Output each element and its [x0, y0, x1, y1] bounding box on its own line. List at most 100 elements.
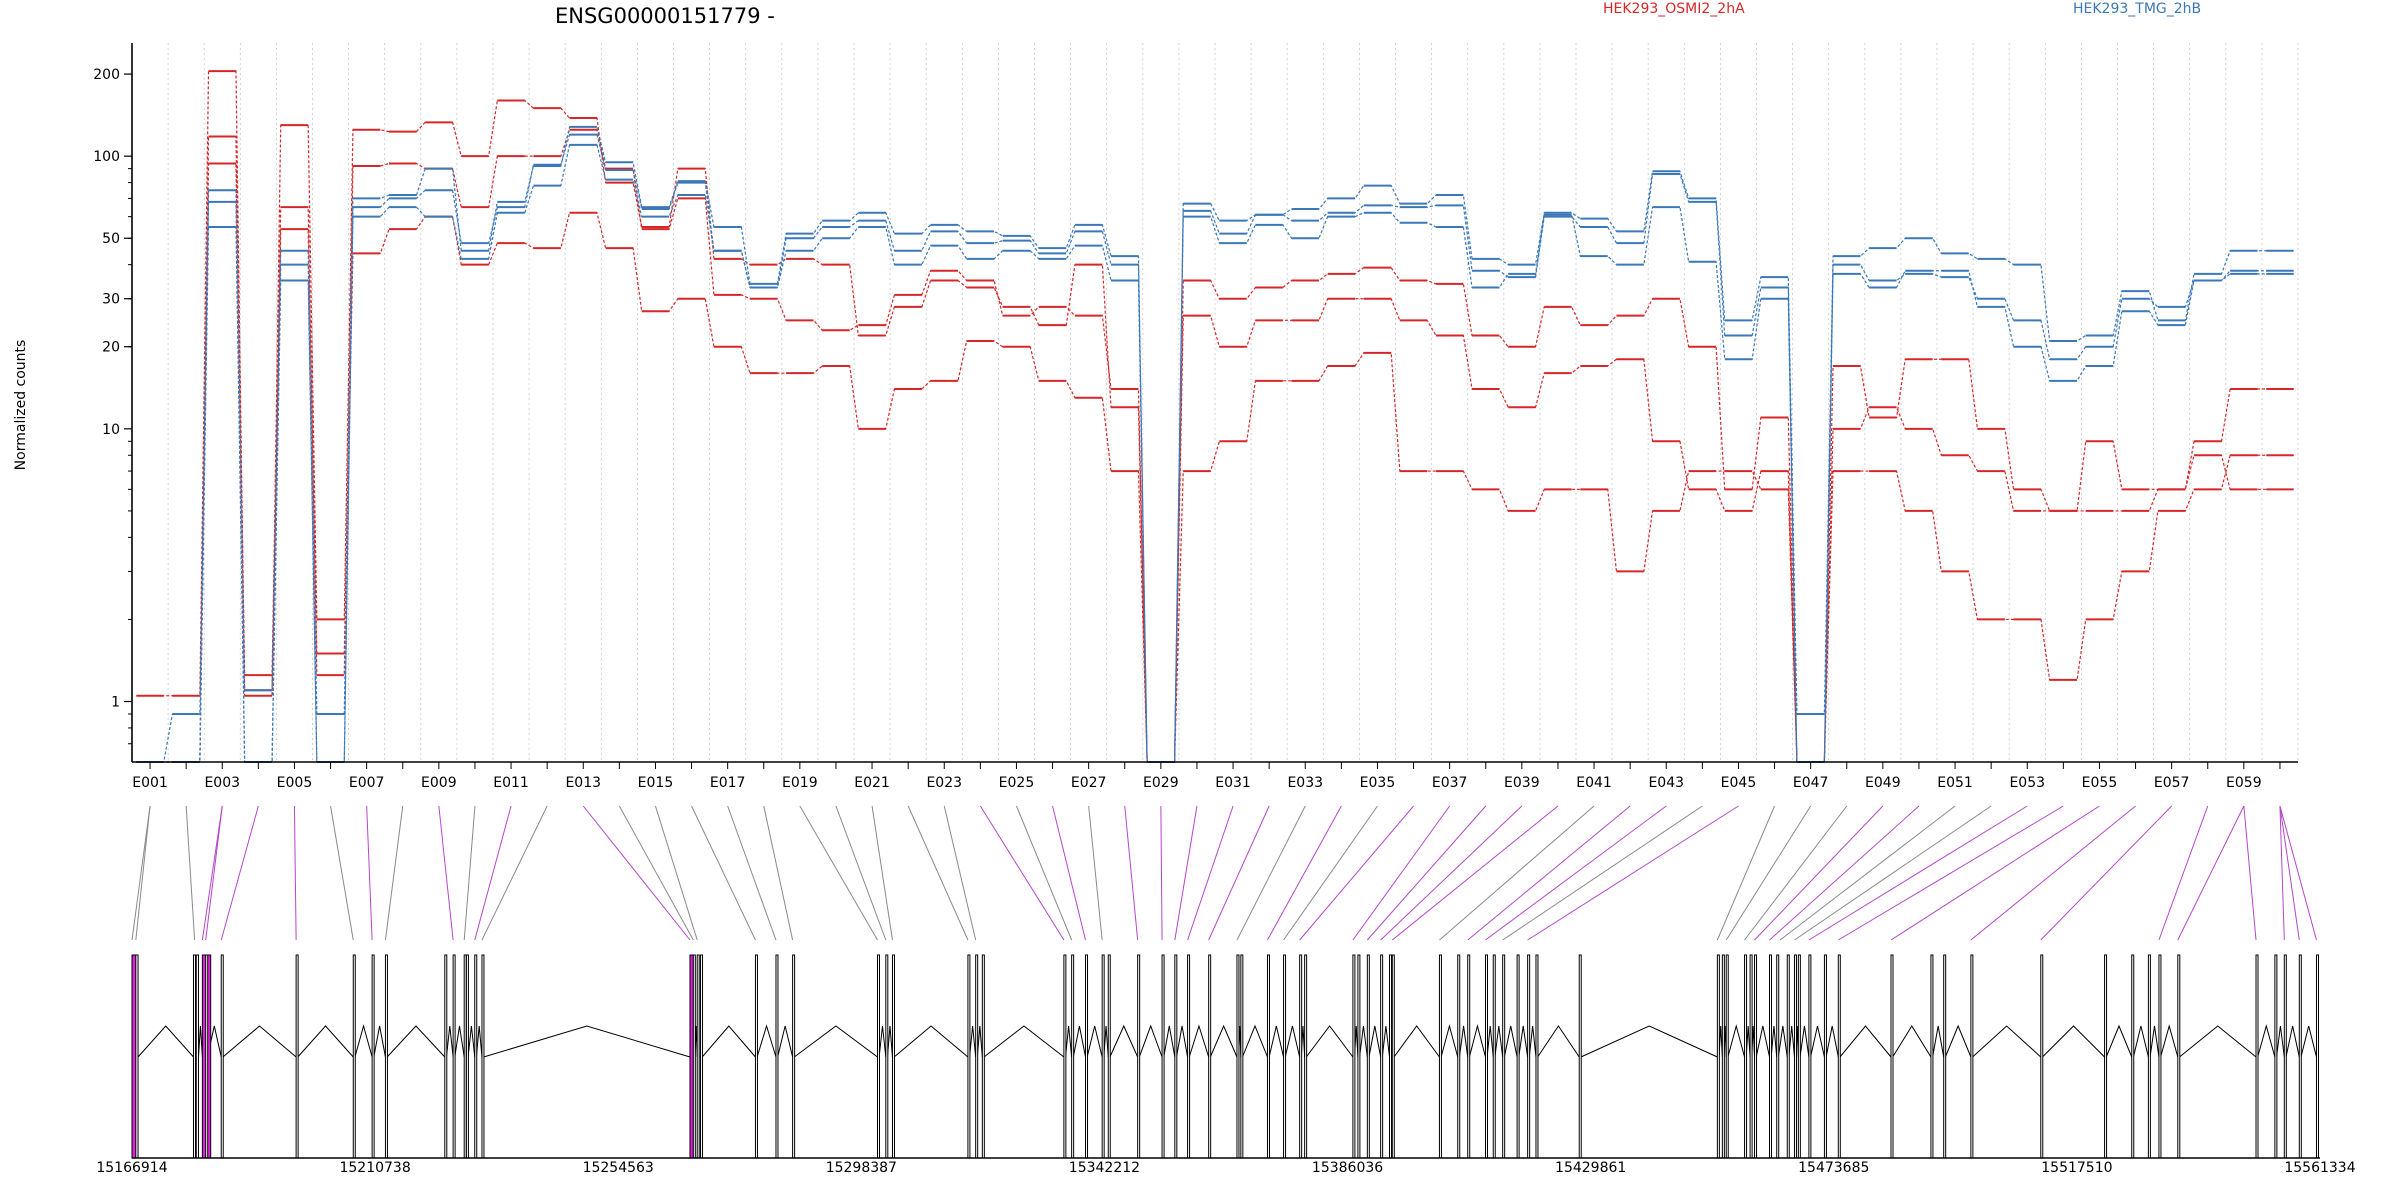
- intron-chevron: [2132, 1025, 2149, 1058]
- exon: [1786, 954, 1790, 1159]
- intron-chevron: [1503, 1025, 1518, 1058]
- exon-connector: [2279, 805, 2285, 941]
- exon: [1578, 954, 1582, 1159]
- intron-chevron: [1368, 1025, 1382, 1058]
- intron-chevron: [1138, 1024, 1163, 1058]
- genomic-coordinate-label: 15210738: [339, 1160, 410, 1176]
- exon-connector: [474, 805, 512, 941]
- exon-connector: [618, 805, 694, 941]
- exon-connector: [654, 805, 698, 941]
- exon: [1357, 954, 1361, 1159]
- exon-label: E033: [1287, 775, 1323, 791]
- exon: [1535, 954, 1539, 1159]
- exon-connector: [2279, 805, 2300, 941]
- exon: [135, 954, 139, 1159]
- genomic-coordinate-label: 15342212: [1069, 1160, 1140, 1176]
- exon-label: E005: [277, 775, 313, 791]
- exon-connector: [2279, 805, 2317, 941]
- exon-label: E017: [710, 775, 746, 791]
- series-line: [136, 133, 2294, 763]
- exon: [1161, 954, 1165, 1159]
- exon-connector: [2243, 805, 2257, 941]
- exon: [1063, 954, 1067, 1159]
- exon-connector: [1088, 805, 1103, 941]
- intron-chevron: [1086, 1025, 1103, 1058]
- exon: [1438, 954, 1442, 1159]
- exon: [891, 954, 895, 1159]
- series-HEK293_TMG_2hB: [136, 133, 2294, 763]
- exon-label: E013: [565, 775, 601, 791]
- exon: [975, 954, 979, 1159]
- exon-label: E051: [1937, 775, 1973, 791]
- intron-chevron: [1393, 1025, 1440, 1058]
- genomic-coordinate-label: 15561334: [2284, 1160, 2355, 1176]
- intron-chevron: [1777, 1025, 1788, 1058]
- intron-chevron: [1284, 1025, 1301, 1058]
- gene-model: [131, 954, 2320, 1159]
- intron-chevron: [1580, 1025, 1718, 1058]
- exon-connector: [1769, 805, 1920, 941]
- exon: [1721, 954, 1725, 1159]
- intron-chevron: [1494, 1025, 1504, 1058]
- exon-connector: [691, 805, 756, 941]
- exon: [1187, 954, 1191, 1159]
- genomic-coordinate-label: 15166914: [96, 1160, 167, 1176]
- exon-connector: [2177, 805, 2245, 941]
- intron-chevron: [1810, 1025, 1825, 1058]
- intron-chevron: [2149, 1025, 2160, 1058]
- exon: [1749, 954, 1753, 1159]
- exon: [981, 954, 985, 1159]
- exon: [1808, 954, 1812, 1159]
- exon-connector: [1794, 805, 1992, 941]
- exon-connector: [727, 805, 777, 941]
- genomic-coordinate-label: 15298387: [826, 1160, 897, 1176]
- exon-connector: [1527, 805, 1739, 941]
- exon-label: E011: [493, 775, 529, 791]
- exon: [220, 954, 224, 1159]
- intron-chevron: [1892, 1025, 1932, 1058]
- exon-connector: [943, 805, 977, 941]
- exon-connector: [979, 805, 1065, 941]
- exon: [2298, 954, 2302, 1159]
- exon-connector: [220, 805, 259, 941]
- exon: [452, 954, 456, 1159]
- exon-connector: [1467, 805, 1631, 941]
- exon-label: E049: [1865, 775, 1901, 791]
- exon-connector: [1485, 805, 1667, 941]
- intron-chevron: [1188, 1024, 1210, 1058]
- exon: [775, 954, 779, 1159]
- legend-entry-tmg: HEK293_TMG_2hB: [2073, 1, 2201, 17]
- exon: [1304, 954, 1308, 1159]
- exon-connector: [463, 805, 476, 941]
- intron-chevron: [1209, 1024, 1238, 1058]
- intron-chevron: [893, 1025, 969, 1058]
- exon-connector: [131, 805, 151, 941]
- exon: [1457, 954, 1461, 1159]
- intron-chevron: [483, 1025, 691, 1058]
- intron-chevron: [1440, 1024, 1459, 1058]
- exon: [192, 954, 196, 1159]
- exon-connector: [1015, 805, 1073, 941]
- exon-label: E045: [1721, 775, 1757, 791]
- genomic-coordinate-label: 15473685: [1798, 1160, 1869, 1176]
- exon-connector: [1352, 805, 1451, 941]
- exon-connector: [384, 805, 404, 941]
- exon: [885, 954, 889, 1159]
- exon: [1527, 954, 1531, 1159]
- intron-chevron: [1109, 1024, 1139, 1058]
- intron-chevron: [445, 1025, 454, 1058]
- intron-chevron: [1359, 1025, 1368, 1058]
- intron-chevron: [137, 1025, 194, 1058]
- exon: [1890, 954, 1894, 1159]
- exon: [1352, 954, 1356, 1159]
- intron-chevron: [969, 1025, 977, 1058]
- exon-connector: [1380, 805, 1523, 941]
- y-tick-label: 20: [102, 340, 120, 356]
- exon: [1970, 954, 1974, 1159]
- exon: [1793, 954, 1797, 1159]
- genomic-coordinate-label: 15517510: [2041, 1160, 2112, 1176]
- exon-label: E029: [1143, 775, 1179, 791]
- y-tick-label: 1: [111, 695, 120, 711]
- exon-label: E055: [2082, 775, 2118, 791]
- intron-chevron: [777, 1025, 794, 1058]
